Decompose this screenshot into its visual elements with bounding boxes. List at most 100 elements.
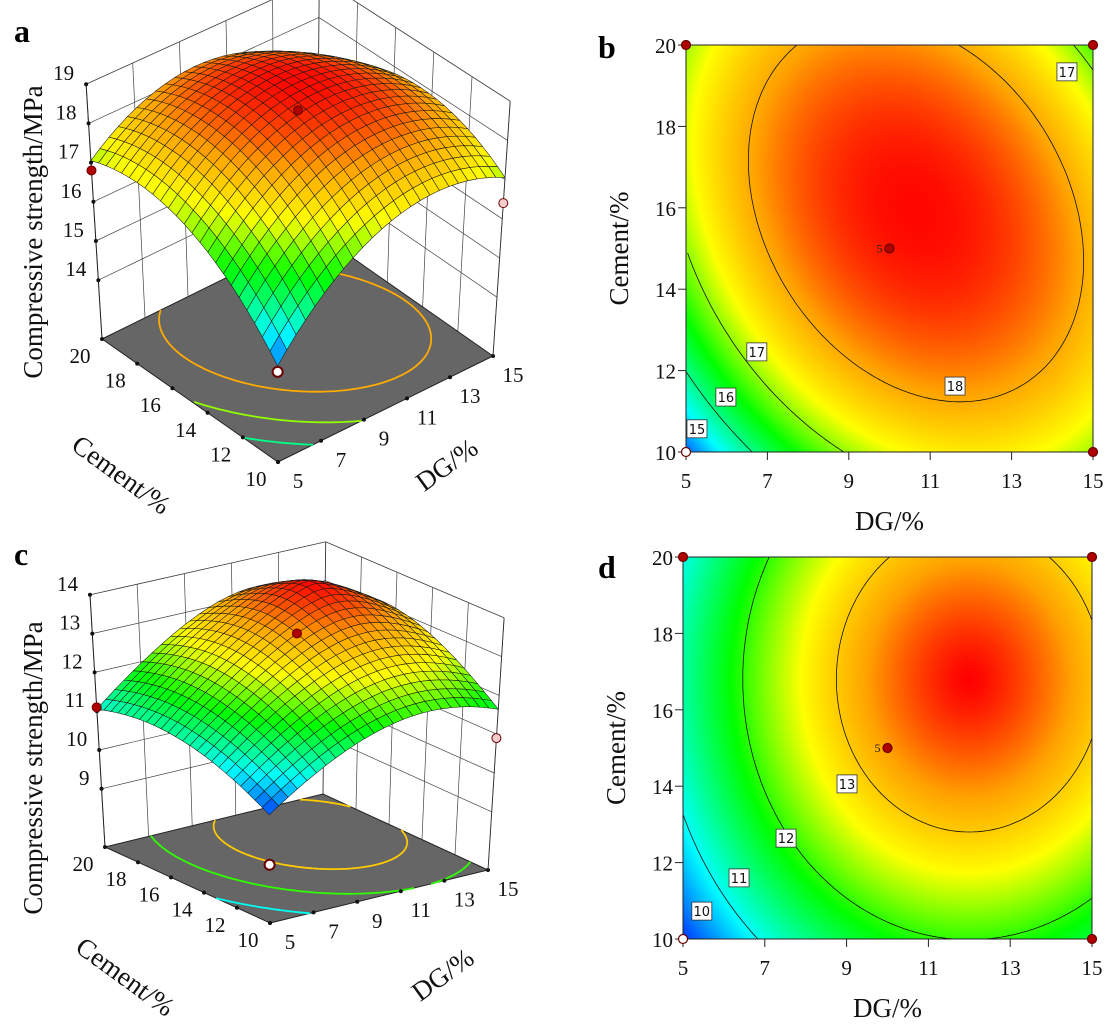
y-tick-label: 14 [655,278,677,302]
y-tick-label: 18 [106,867,127,891]
z-axis-label: Compressive strength/MPa [18,621,48,914]
x-tick-mark [362,417,366,422]
contour-label-text: 18 [947,380,964,395]
contour-line-18 [748,44,1084,403]
contour-plot-b: 17 17 16 15 18 5 7 9 11 13 15 10 12 14 16 18 20 DG/% Cemen… [604,34,1104,536]
design-point [882,742,893,754]
y-axis-label: Cement/% [66,429,176,520]
y-tick-label: 16 [652,699,673,723]
z-tick-label: 14 [57,572,79,596]
y-tick-label: 20 [73,852,94,876]
z-tick-mark [92,670,97,675]
contour-label-text: 13 [839,778,856,793]
y-tick-label: 18 [652,622,673,646]
y-tick-mark [240,435,245,440]
design-point [86,165,97,176]
contour-label: 13 [836,774,858,794]
y-tick-label: 16 [655,197,676,221]
y-tick-mark [235,905,239,910]
x-tick-label: 5 [678,956,689,980]
design-point [677,551,689,563]
contour-label-text: 11 [731,872,748,887]
design-point [1086,933,1098,945]
y-tick-mark [205,410,210,415]
x-tick-label: 7 [328,919,339,943]
contour-label: 16 [715,387,737,407]
y-tick-label: 20 [652,546,673,570]
wall-gridline [325,541,505,619]
contour-label: 17 [1056,62,1078,82]
x-tick-mark [442,878,447,883]
design-point [884,243,895,254]
z-axis-label: Compressive strength/MPa [18,85,48,378]
z-tick-label: 12 [62,649,83,673]
contour-line-12 [742,556,1093,940]
x-tick-label: 15 [1082,956,1103,980]
replicate-count-label: 5 [877,242,883,256]
surface-patch [261,798,280,816]
y-tick-label: 16 [140,393,161,417]
contour-label-box [836,774,858,794]
wall-gridline [89,541,326,596]
z-tick-mark [84,82,89,87]
z-tick-mark [91,199,96,204]
z-tick-mark [86,121,91,126]
y-tick-label: 20 [655,34,676,58]
surface-plot-a: 10 12 14 16 18 20 5 7 9 11 13 15 14 15 16 17 18 19 Cement/… [18,0,524,520]
x-tick-mark [398,889,403,894]
x-tick-label: 5 [285,930,296,954]
wall-gridline [457,76,473,332]
contour-label: 10 [691,901,713,921]
contour-label-box [944,376,966,396]
y-tick-label: 18 [105,369,126,393]
y-tick-label: 14 [175,418,197,442]
wall-gridline [454,602,469,855]
z-tick-mark [87,592,92,597]
design-point [1087,39,1099,51]
x-tick-label: 11 [411,898,431,922]
z-axis-line [89,594,106,848]
x-tick-label: 9 [372,909,383,933]
y-tick-mark [170,386,175,391]
design-point [498,198,509,209]
z-tick-mark [96,278,101,283]
z-tick-label: 11 [65,688,85,712]
plot-frame [685,44,1094,453]
contour-label-box [1056,62,1078,82]
y-axis-label: Cement/% [604,192,634,306]
y-tick-mark [169,875,173,880]
x-tick-label: 13 [460,384,481,408]
design-point [491,733,502,744]
design-point [1087,446,1099,458]
x-tick-label: 13 [1001,469,1022,493]
contour-line-13 [836,556,1093,833]
x-tick-mark [268,921,272,925]
y-tick-mark [202,890,206,895]
z-tick-mark [90,631,95,636]
x-tick-mark [448,375,452,380]
x-tick-label: 9 [841,956,852,980]
x-tick-label: 7 [760,956,771,980]
z-tick-label: 13 [59,611,80,635]
z-tick-label: 9 [79,766,90,790]
z-tick-label: 14 [65,257,87,281]
y-tick-label: 10 [655,441,676,465]
x-tick-label: 9 [379,427,390,451]
contour-label-text: 17 [1059,66,1076,81]
x-tick-label: 13 [454,888,475,912]
z-tick-mark [89,160,94,165]
design-point [263,858,276,871]
x-tick-label: 11 [920,469,940,493]
x-tick-mark [319,438,323,443]
y-tick-label: 18 [655,115,676,139]
contour-line-16 [685,371,753,453]
y-axis-label: Cement/% [601,691,631,805]
box-edge [487,617,505,871]
wall-gridline [421,587,434,840]
y-tick-label: 20 [70,344,91,368]
contour-label-box [728,868,750,888]
contour-label-box [686,419,708,439]
